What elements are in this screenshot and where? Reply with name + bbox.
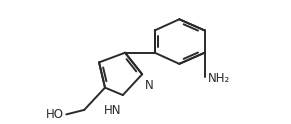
Text: N: N xyxy=(145,79,154,92)
Text: NH₂: NH₂ xyxy=(207,72,230,85)
Text: HN: HN xyxy=(104,104,121,117)
Text: HO: HO xyxy=(45,108,63,121)
